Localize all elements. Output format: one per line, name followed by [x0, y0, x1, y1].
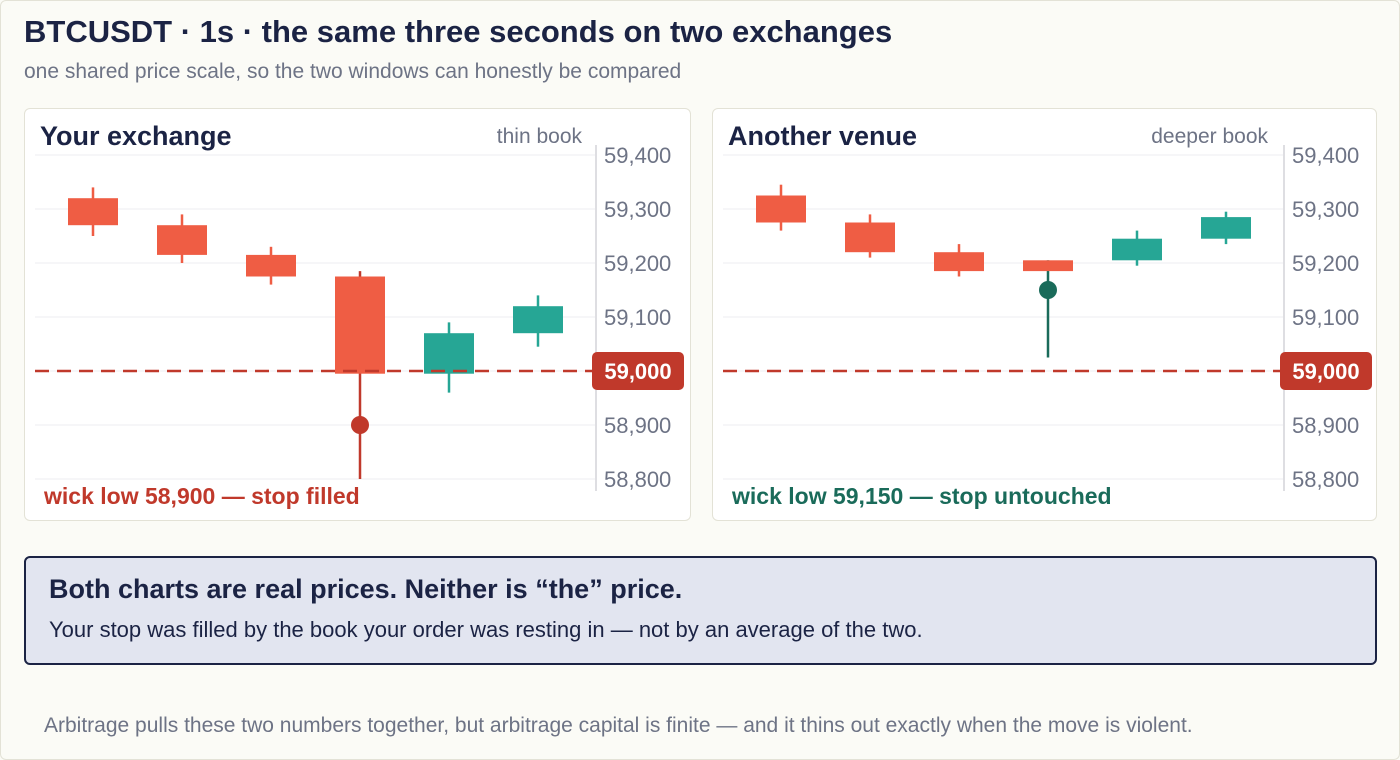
y-tick-label: 58,800: [604, 467, 671, 492]
stop-level-badge: [592, 352, 684, 390]
footer-note: Arbitrage pulls these two numbers togeth…: [44, 714, 1193, 737]
candle-down: [934, 252, 984, 272]
y-tick-label: 59,200: [1292, 251, 1359, 276]
y-tick-label: 59,100: [1292, 305, 1359, 330]
candle-down: [335, 276, 385, 374]
stop-level-badge-label: 59,000: [1292, 359, 1359, 384]
y-tick-label: 59,400: [1292, 143, 1359, 168]
y-tick-label: 59,400: [604, 143, 671, 168]
stop-level-badge: [1280, 352, 1372, 390]
candlestick-chart-your-exchange: 59,400 59,300 59,200 59,100 58,900 58,800 59,0…: [35, 143, 684, 492]
candle-up: [1112, 238, 1162, 261]
page-title: BTCUSDT · 1s · the same three seconds on…: [24, 14, 893, 49]
callout-box: Both charts are real prices. Neither is …: [24, 556, 1377, 665]
chart-panel-your-exchange: 59,400 59,300 59,200 59,100 58,900 58,800 59,0…: [24, 108, 691, 521]
y-tick-label: 58,900: [1292, 413, 1359, 438]
callout-body: Your stop was filled by the book your or…: [49, 617, 923, 642]
y-tick-label: 59,100: [604, 305, 671, 330]
panel-title: Another venue: [728, 121, 918, 151]
wick-low-marker: [1039, 281, 1057, 299]
candlestick-chart-another-venue: 59,400 59,300 59,200 59,100 58,900 58,800 59,0…: [723, 143, 1372, 492]
y-tick-label: 59,300: [1292, 197, 1359, 222]
stop-level-badge-label: 59,000: [604, 359, 671, 384]
candle-down: [246, 254, 296, 277]
chart-panel-another-venue: 59,400 59,300 59,200 59,100 58,900 58,800 59,0…: [712, 108, 1377, 521]
panel-note: wick low 58,900 — stop filled: [44, 483, 360, 509]
candle-down: [68, 198, 118, 226]
panel-tag: deeper book: [1151, 125, 1268, 148]
candle-up: [424, 333, 474, 374]
y-tick-label: 58,900: [604, 413, 671, 438]
y-tick-label: 59,300: [604, 197, 671, 222]
candle-down: [845, 222, 895, 253]
panel-tag: thin book: [496, 125, 582, 148]
panel-note: wick low 59,150 — stop untouched: [732, 483, 1112, 509]
y-tick-label: 59,200: [604, 251, 671, 276]
y-tick-label: 58,800: [1292, 467, 1359, 492]
wick-low-marker: [351, 416, 369, 434]
candle-down: [1023, 260, 1073, 272]
candle-down: [756, 195, 806, 223]
candle-up: [1201, 217, 1251, 239]
page-subtitle: one shared price scale, so the two windo…: [24, 60, 682, 83]
candle-down: [157, 225, 207, 255]
callout-heading: Both charts are real prices. Neither is …: [49, 574, 683, 604]
candle-up: [513, 306, 563, 334]
panel-title: Your exchange: [40, 121, 232, 151]
